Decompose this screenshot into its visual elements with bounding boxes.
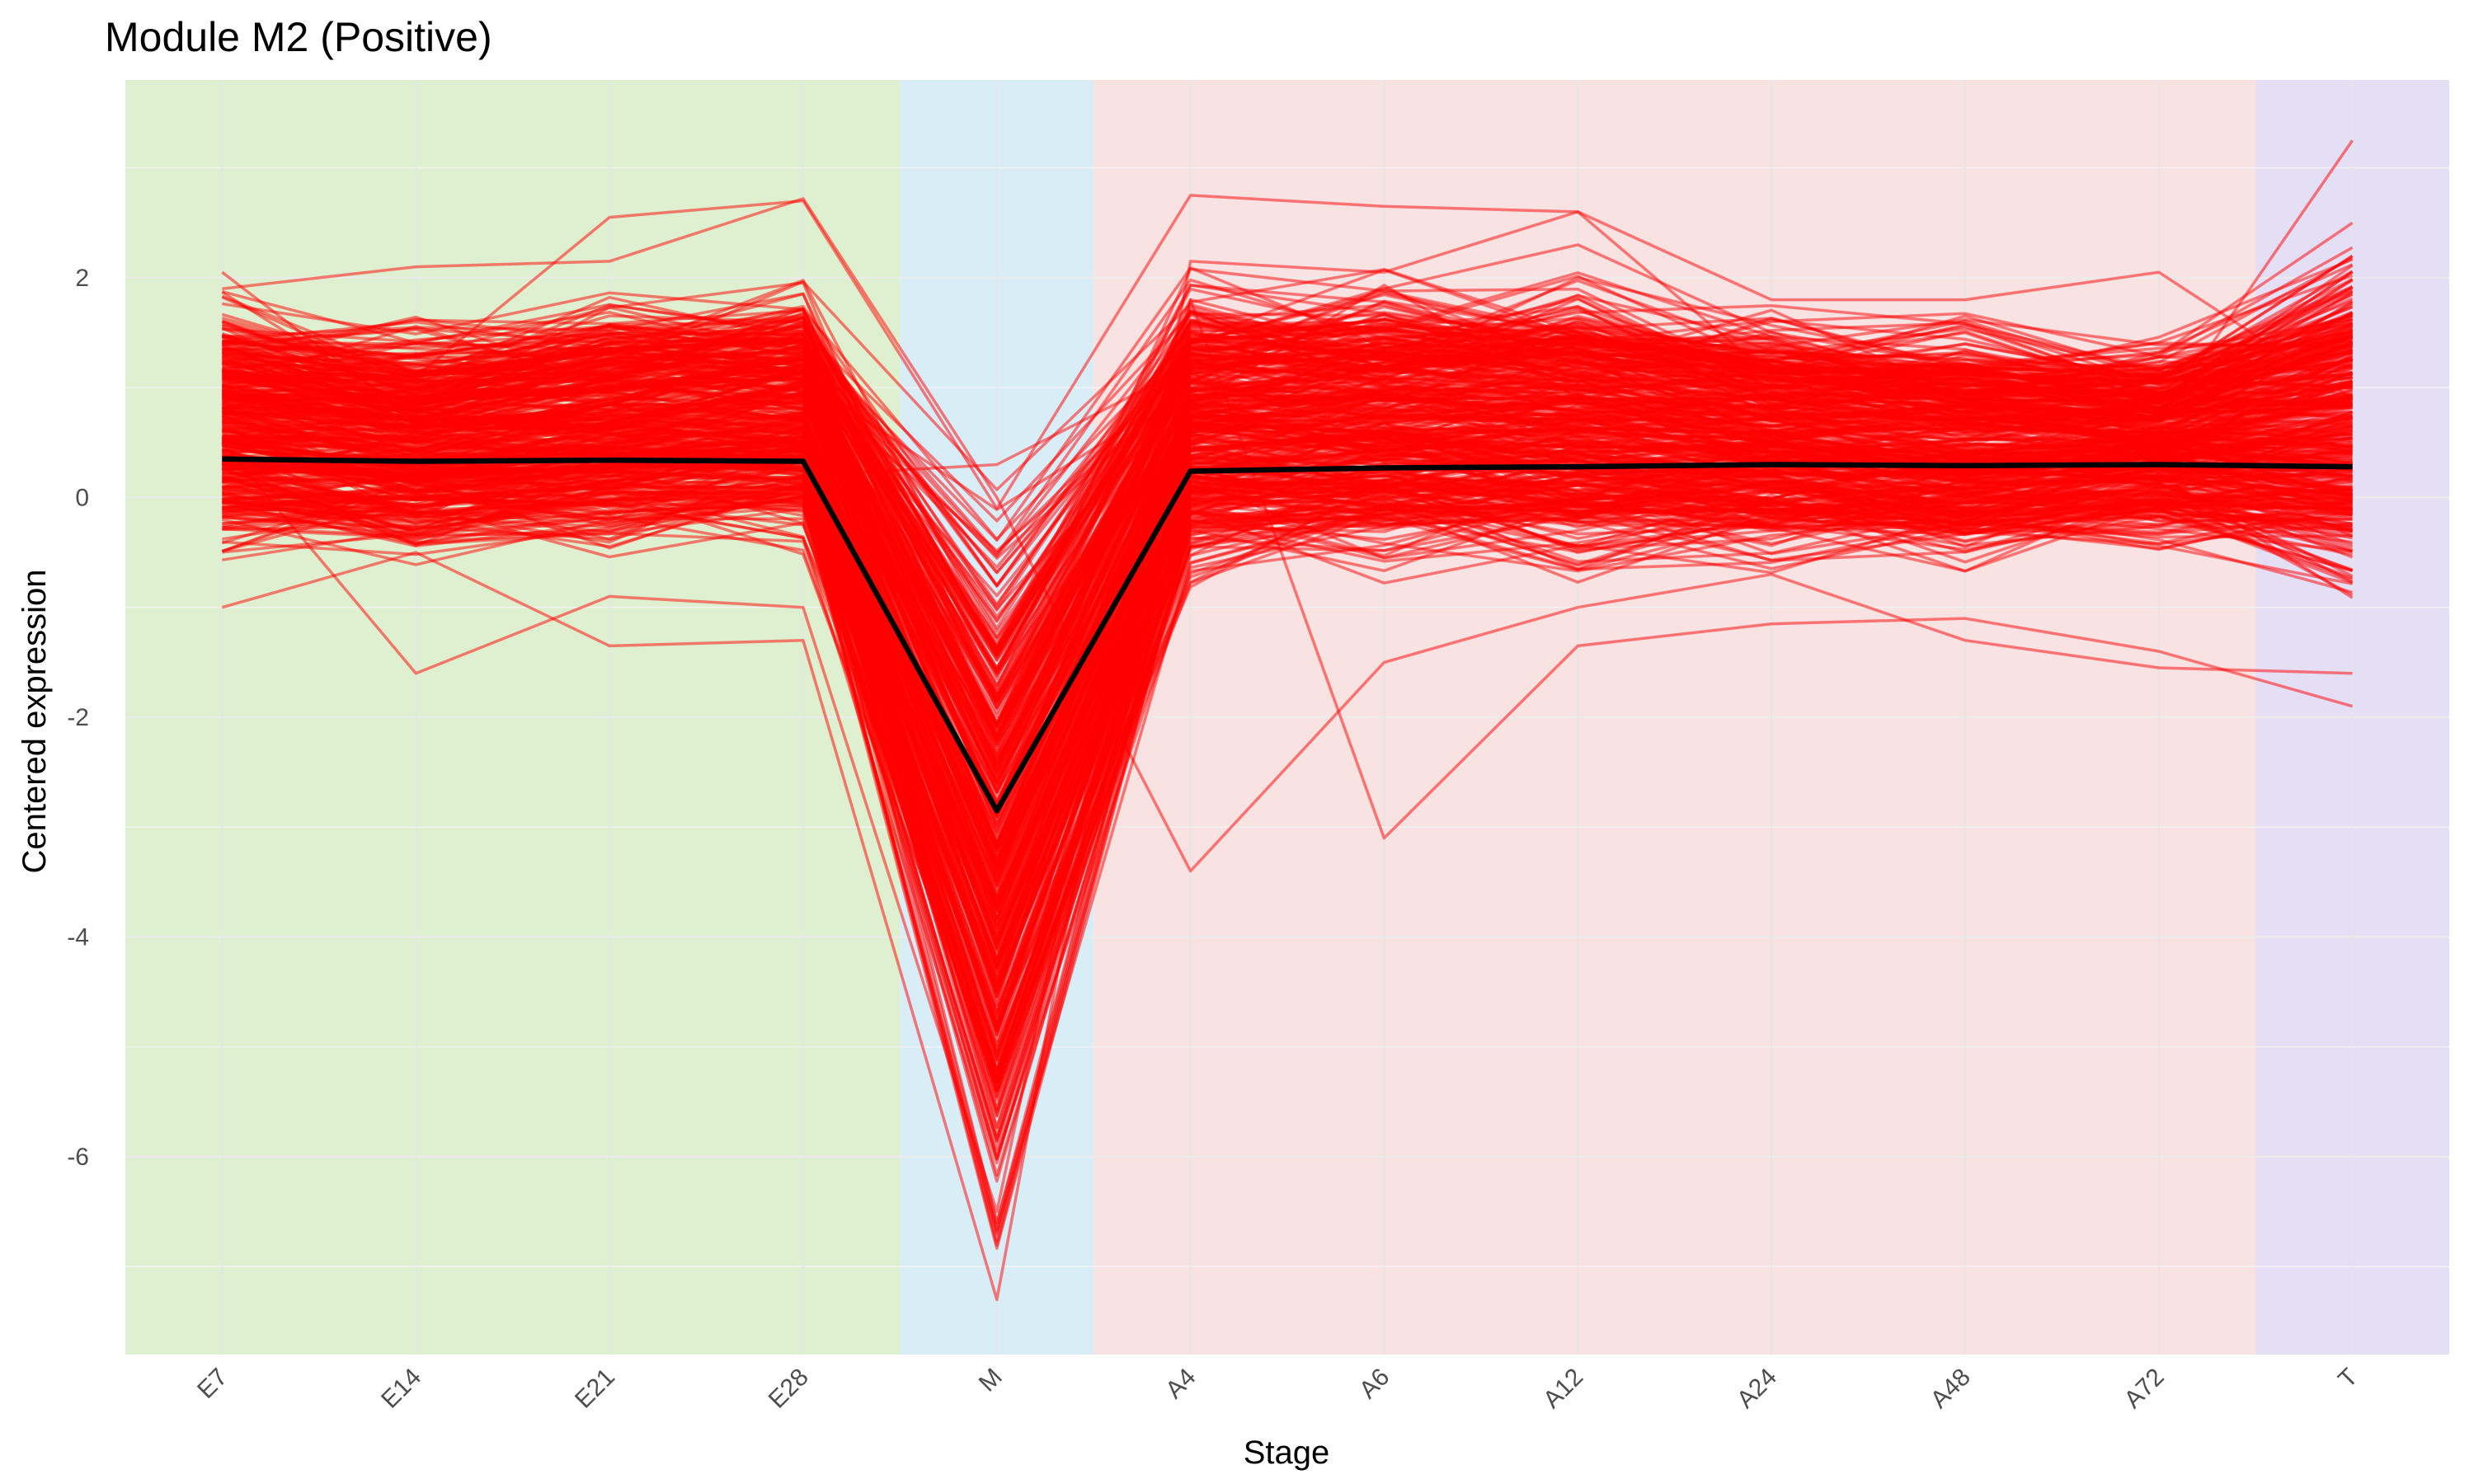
y-tick-label: 0 — [75, 484, 89, 511]
module-mean-line — [222, 456, 2353, 814]
gene-profile-line — [222, 424, 2353, 903]
x-tick-label-E7: E7 — [192, 1364, 233, 1404]
gene-profile-line — [222, 305, 2354, 575]
x-tick-label-A48: A48 — [1926, 1364, 1976, 1414]
grid-lines — [125, 80, 2449, 1355]
gene-profile-line — [222, 197, 2353, 873]
gene-profile-line — [222, 281, 2354, 739]
gene-profile-line — [222, 266, 2354, 542]
x-tick-label-T: T — [2333, 1364, 2363, 1393]
gene-profile-line — [222, 404, 2353, 832]
gene-profile-line — [221, 313, 2354, 674]
gene-profile-line — [222, 308, 2353, 630]
x-tick-label-A24: A24 — [1732, 1364, 1782, 1414]
y-axis-title: Centered expression — [16, 569, 53, 873]
x-tick-label-E14: E14 — [376, 1364, 426, 1414]
y-axis-ticks: -6 -4 -2 0 2 — [67, 265, 89, 1171]
gene-profile-line — [221, 345, 2354, 786]
gene-profile-line — [222, 308, 2353, 697]
chart-title: Module M2 (Positive) — [105, 14, 492, 60]
gene-profile-line — [221, 308, 2353, 662]
y-tick-label: 2 — [75, 265, 89, 292]
gene-profile-line — [222, 425, 2353, 907]
gene-profile-line — [222, 339, 2354, 773]
x-axis-title: Stage — [1244, 1435, 1330, 1471]
module-mean-path — [222, 456, 2353, 814]
x-axis-ticks: E7 E14 E21 E28 M A4 A6 A12 A24 A48 A72 T — [192, 1364, 2363, 1414]
gene-profile-line — [222, 139, 2354, 510]
gene-profile-line — [221, 298, 2354, 1214]
y-tick-label: -2 — [67, 704, 89, 731]
gene-profile-line — [222, 489, 2353, 1071]
gene-profile-line — [222, 366, 2354, 725]
x-tick-label-M: M — [974, 1364, 1008, 1397]
x-tick-label-A72: A72 — [2119, 1364, 2170, 1414]
gene-profile-line — [221, 221, 2354, 477]
gene-profile-line — [222, 381, 2353, 794]
y-tick-label: -4 — [67, 924, 89, 951]
gene-profile-line — [221, 210, 2354, 1302]
x-tick-label-E21: E21 — [570, 1364, 620, 1414]
x-tick-label-E28: E28 — [764, 1364, 814, 1414]
gene-profile-line — [222, 394, 2353, 903]
y-tick-label: -6 — [67, 1144, 89, 1171]
gene-profile-line — [222, 400, 2353, 835]
x-tick-label-A12: A12 — [1538, 1364, 1588, 1414]
x-tick-label-A6: A6 — [1354, 1364, 1395, 1404]
x-tick-label-A4: A4 — [1160, 1364, 1201, 1404]
gene-profile-line — [222, 446, 2354, 914]
gene-profile-line — [222, 468, 2353, 1033]
gene-profile-line — [222, 299, 2354, 662]
gene-profile-line — [222, 473, 2354, 1062]
